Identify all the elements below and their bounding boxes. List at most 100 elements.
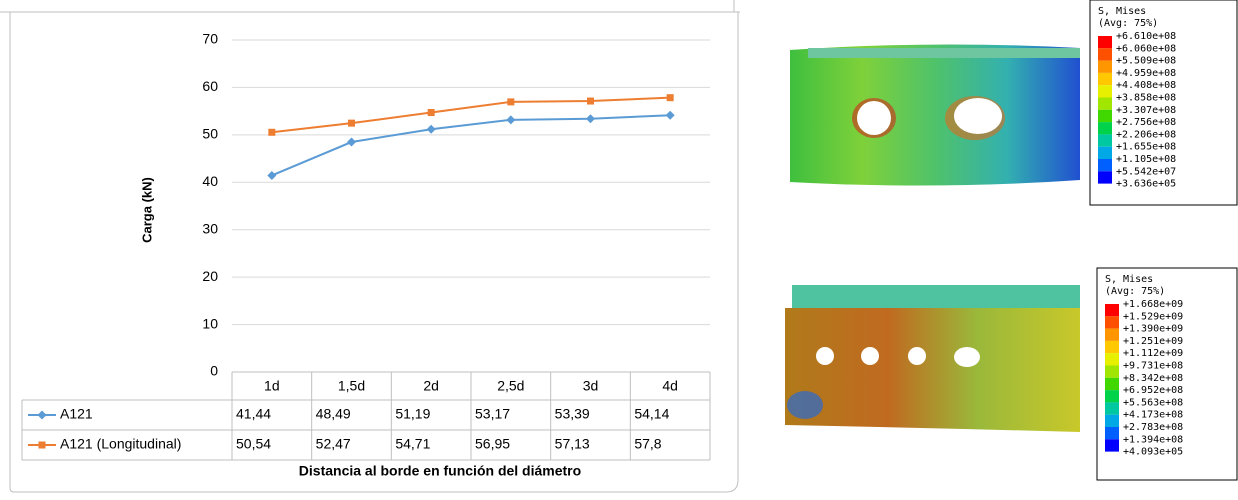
value-label: 57,8 — [634, 436, 661, 452]
color-band — [1098, 171, 1112, 183]
legend-value: +4.959e+08 — [1116, 68, 1176, 79]
marker — [666, 111, 675, 120]
legend-label: A121 — [60, 406, 93, 422]
legend-subtitle: (Avg: 75%) — [1105, 286, 1165, 297]
x-tick-label: 1,5d — [338, 378, 365, 394]
legend-value: +1.251e+09 — [1123, 336, 1183, 347]
legend-value: +3.636e+05 — [1116, 179, 1176, 190]
legend-value: +5.542e+07 — [1116, 166, 1176, 177]
y-tick-label: 0 — [210, 363, 218, 379]
marker — [428, 109, 435, 116]
y-axis-label: Carga (kN) — [139, 177, 154, 243]
legend-value: +5.563e+08 — [1123, 397, 1183, 408]
y-tick-label: 40 — [202, 173, 218, 189]
marker — [427, 125, 436, 134]
value-label: 48,49 — [316, 406, 351, 422]
marker — [38, 411, 47, 420]
value-label: 53,39 — [555, 406, 590, 422]
marker — [667, 94, 674, 101]
color-band — [1105, 378, 1119, 390]
value-label: 52,47 — [316, 436, 351, 452]
color-band — [1098, 36, 1112, 48]
value-label: 54,71 — [395, 436, 430, 452]
legend-value: +1.105e+08 — [1116, 154, 1176, 165]
marker — [347, 138, 356, 147]
y-tick-label: 50 — [202, 126, 218, 142]
color-band — [1098, 122, 1112, 134]
x-tick-label: 4d — [662, 378, 678, 394]
y-tick-label: 20 — [202, 268, 218, 284]
color-band — [1105, 427, 1119, 439]
legend-value: +1.390e+09 — [1123, 324, 1183, 335]
color-band — [1098, 48, 1112, 60]
legend-value: +4.408e+08 — [1116, 80, 1176, 91]
x-tick-label: 2,5d — [497, 378, 524, 394]
marker — [587, 98, 594, 105]
value-label: 56,95 — [475, 436, 510, 452]
legend-value: +8.342e+08 — [1123, 373, 1183, 384]
color-band — [1098, 159, 1112, 171]
marker — [586, 114, 595, 123]
color-band — [1105, 402, 1119, 414]
legend-value: +4.173e+08 — [1123, 410, 1183, 421]
color-band — [1098, 98, 1112, 110]
x-tick-label: 3d — [583, 378, 599, 394]
color-band — [1105, 439, 1119, 451]
value-label: 51,19 — [395, 406, 430, 422]
marker — [348, 120, 355, 127]
legend-value: +6.952e+08 — [1123, 385, 1183, 396]
color-band — [1105, 390, 1119, 402]
color-band — [1098, 61, 1112, 73]
y-tick-label: 30 — [202, 220, 218, 236]
legend-value: +1.668e+09 — [1123, 299, 1183, 310]
color-band — [1098, 134, 1112, 146]
x-tick-label: 2d — [423, 378, 439, 394]
legend-subtitle: (Avg: 75%) — [1098, 18, 1158, 29]
color-band — [1098, 110, 1112, 122]
marker — [506, 115, 515, 124]
color-band — [1105, 329, 1119, 341]
series-line — [272, 98, 670, 133]
y-tick-label: 70 — [202, 31, 218, 47]
legend-title: S, Mises — [1098, 6, 1146, 17]
fea-image-2 — [785, 285, 1080, 432]
x-tick-label: 1d — [264, 378, 280, 394]
x-axis-label: Distancia al borde en función del diámet… — [299, 463, 581, 479]
chart-frame — [0, 0, 740, 492]
marker — [507, 98, 514, 105]
series-line — [272, 115, 670, 175]
legend-value: +9.731e+08 — [1123, 361, 1183, 372]
marker — [39, 442, 46, 449]
color-band — [1105, 415, 1119, 427]
value-label: 50,54 — [236, 436, 271, 452]
color-band — [1105, 366, 1119, 378]
value-label: 57,13 — [555, 436, 590, 452]
legend-value: +2.206e+08 — [1116, 129, 1176, 140]
legend-value: +6.610e+08 — [1116, 31, 1176, 42]
legend-value: +1.655e+08 — [1116, 142, 1176, 153]
legend-value: +3.307e+08 — [1116, 105, 1176, 116]
contour-legends: S, Mises(Avg: 75%)+6.610e+08+6.060e+08+5… — [1090, 0, 1237, 480]
legend-value: +4.093e+05 — [1123, 447, 1183, 458]
legend-label: A121 (Longitudinal) — [60, 436, 181, 452]
legend-value: +1.112e+09 — [1123, 348, 1183, 359]
value-label: 54,14 — [634, 406, 669, 422]
color-band — [1105, 341, 1119, 353]
page: Carga (kN) Distancia al borde en función… — [0, 0, 1238, 500]
legend-value: +3.858e+08 — [1116, 93, 1176, 104]
legend-value: +1.394e+08 — [1123, 434, 1183, 445]
color-band — [1098, 147, 1112, 159]
color-band — [1105, 316, 1119, 328]
legend-title: S, Mises — [1105, 274, 1153, 285]
y-tick-label: 60 — [202, 78, 218, 94]
legend-value: +5.509e+08 — [1116, 56, 1176, 67]
value-label: 41,44 — [236, 406, 271, 422]
color-band — [1098, 73, 1112, 85]
marker — [267, 171, 276, 180]
legend-value: +6.060e+08 — [1116, 43, 1176, 54]
color-band — [1105, 353, 1119, 365]
legend-value: +2.756e+08 — [1116, 117, 1176, 128]
value-label: 53,17 — [475, 406, 510, 422]
marker — [268, 129, 275, 136]
